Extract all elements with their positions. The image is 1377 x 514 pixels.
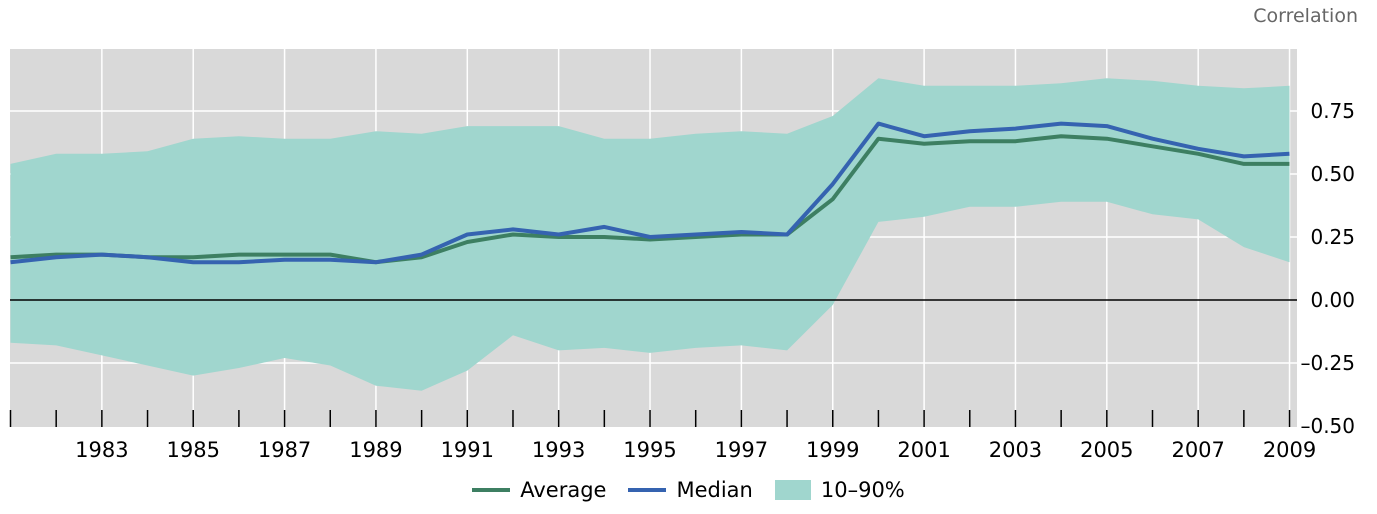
x-tick-label-8: 1999: [806, 438, 859, 462]
y-axis-unit-label: Correlation: [1253, 5, 1358, 27]
x-tick-label-11: 2005: [1080, 438, 1133, 462]
x-axis-ticks: [9, 410, 1291, 427]
chart: 1983 1985 1987 1989 1991 1993 1995 1997 1999 2001…: [9, 49, 1355, 462]
y-tick-label-2: 0.25: [1310, 225, 1355, 249]
y-tick-label-3: 0.00: [1310, 288, 1355, 312]
legend-item-median: Median: [628, 478, 753, 502]
median-swatch: [628, 488, 667, 492]
y-tick-label-5: –0.50: [1300, 414, 1355, 438]
legend-item-band: 10–90%: [774, 478, 905, 502]
x-tick-label-0: 1983: [75, 438, 128, 462]
legend: Average Median 10–90%: [0, 474, 1377, 506]
legend-label-band: 10–90%: [820, 478, 905, 502]
x-tick-label-6: 1995: [623, 438, 676, 462]
x-tick-label-5: 1993: [532, 438, 585, 462]
median-line: [10, 121, 1290, 265]
legend-label-average: Average: [520, 478, 607, 502]
x-tick-label-2: 1987: [258, 438, 311, 462]
average-line: [10, 134, 1290, 265]
band-swatch: [774, 480, 811, 500]
y-tick-label-0: 0.75: [1310, 99, 1355, 123]
x-tick-label-3: 1989: [349, 438, 402, 462]
legend-item-average: Average: [472, 478, 606, 502]
x-tick-label-10: 2003: [989, 438, 1042, 462]
x-tick-label-1: 1985: [166, 438, 219, 462]
y-axis-labels: 0.75 0.50 0.25 0.00 –0.25 –0.50: [1300, 99, 1355, 438]
y-tick-label-1: 0.50: [1310, 162, 1355, 186]
x-tick-label-7: 1997: [715, 438, 768, 462]
legend-label-median: Median: [676, 478, 753, 502]
x-tick-label-4: 1991: [441, 438, 494, 462]
x-tick-label-9: 2001: [897, 438, 950, 462]
band-10-90: [10, 78, 1290, 391]
average-swatch: [472, 488, 511, 492]
x-tick-label-13: 2009: [1263, 438, 1316, 462]
x-axis-labels: 1983 1985 1987 1989 1991 1993 1995 1997 1999 2001…: [75, 438, 1316, 462]
y-tick-label-4: –0.25: [1300, 351, 1355, 375]
x-tick-label-12: 2007: [1171, 438, 1224, 462]
